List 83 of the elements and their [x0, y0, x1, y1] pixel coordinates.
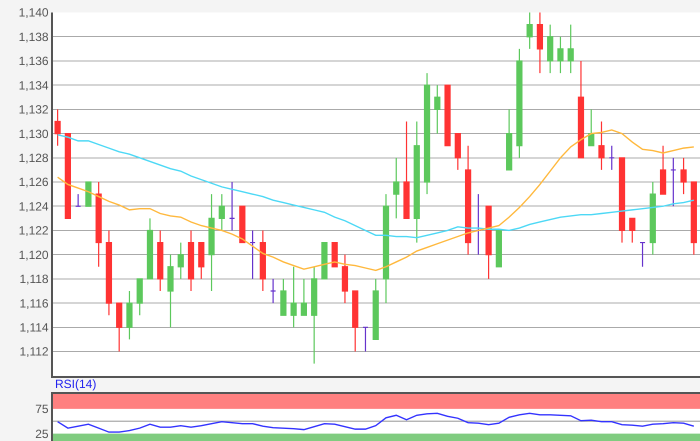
y-tick-label: 1,126 [18, 175, 49, 190]
y-tick-label: 1,120 [18, 248, 49, 262]
candlestick [352, 290, 358, 352]
y-tick-label: 1,138 [18, 30, 49, 44]
candlestick [342, 254, 348, 304]
candlestick [393, 157, 400, 219]
candlestick [382, 194, 390, 304]
candlestick [54, 108, 61, 146]
candlestick [568, 24, 574, 74]
candlestick [85, 181, 92, 207]
y-tick-label: 1,132 [18, 102, 49, 117]
candlestick [588, 108, 594, 146]
candlestick [608, 145, 615, 171]
candlestick [321, 242, 328, 280]
candlestick [434, 84, 440, 134]
line-series [56, 129, 695, 272]
candlestick [311, 266, 318, 364]
candlestick [660, 145, 666, 195]
candlestick [526, 12, 533, 50]
y-tick-label: 1,140 [18, 6, 49, 20]
candlestick [680, 157, 687, 195]
candlestick [629, 218, 636, 244]
candlestick [547, 24, 554, 74]
candlestick [218, 194, 225, 232]
candlestick [506, 108, 512, 171]
candlestick [362, 326, 369, 352]
candlestick [106, 230, 112, 316]
candlestick [618, 157, 626, 244]
candlestick [424, 72, 430, 195]
candlestick [536, 12, 544, 74]
candlestick [516, 48, 523, 158]
candlestick [157, 230, 164, 292]
candlestick [239, 206, 246, 244]
y-tick-label: 1,128 [18, 151, 49, 166]
y-tick-label: 25 [35, 426, 49, 441]
y-tick-label: 1,116 [19, 296, 49, 310]
candlestick [690, 181, 697, 256]
candlestick [578, 60, 584, 158]
candlestick [464, 145, 472, 256]
candlestick [496, 230, 502, 268]
candlestick [64, 132, 71, 219]
y-tick-label: 1,124 [18, 199, 49, 214]
y-tick-label: 1,114 [19, 320, 49, 335]
candlestick [444, 84, 451, 146]
candlestick [75, 194, 82, 207]
candlestick [557, 36, 564, 74]
candlestick [228, 181, 236, 232]
candlestick [300, 278, 308, 316]
y-tick-label: 1,134 [18, 78, 49, 92]
y-tick-label: 1,118 [19, 272, 49, 286]
y-tick-label: 1,136 [18, 54, 49, 68]
y-tick-label: 1,122 [18, 224, 49, 238]
line-series [56, 134, 695, 238]
candlestick [332, 242, 338, 268]
candlestick [650, 181, 656, 256]
y-tick-label: 1,130 [18, 126, 49, 141]
candlestick [146, 218, 154, 280]
candlestick [270, 278, 276, 304]
y-tick-label: 75 [35, 402, 49, 416]
candlestick [598, 120, 605, 171]
candlestick [280, 278, 286, 316]
line-series [56, 412, 695, 433]
candlestick [639, 242, 646, 268]
candlestick [454, 132, 461, 171]
candlestick [372, 278, 379, 340]
candlestick [167, 254, 174, 328]
candlestick [198, 242, 204, 280]
candlestick [126, 290, 133, 340]
chart-title: RSI(14) [55, 377, 96, 391]
candlestick [290, 266, 297, 328]
candlestick [485, 206, 492, 280]
candlestick [403, 120, 410, 219]
candlestick [249, 230, 256, 280]
candlestick [260, 230, 266, 292]
candlestick [670, 157, 676, 207]
candlestick [188, 230, 194, 292]
candlestick [136, 278, 143, 316]
candlestick [414, 120, 420, 244]
candlestick [208, 194, 215, 292]
y-tick-label: 1,112 [19, 344, 49, 359]
candlestick [116, 302, 122, 352]
candlestick [96, 181, 102, 268]
candlestick [178, 242, 184, 280]
